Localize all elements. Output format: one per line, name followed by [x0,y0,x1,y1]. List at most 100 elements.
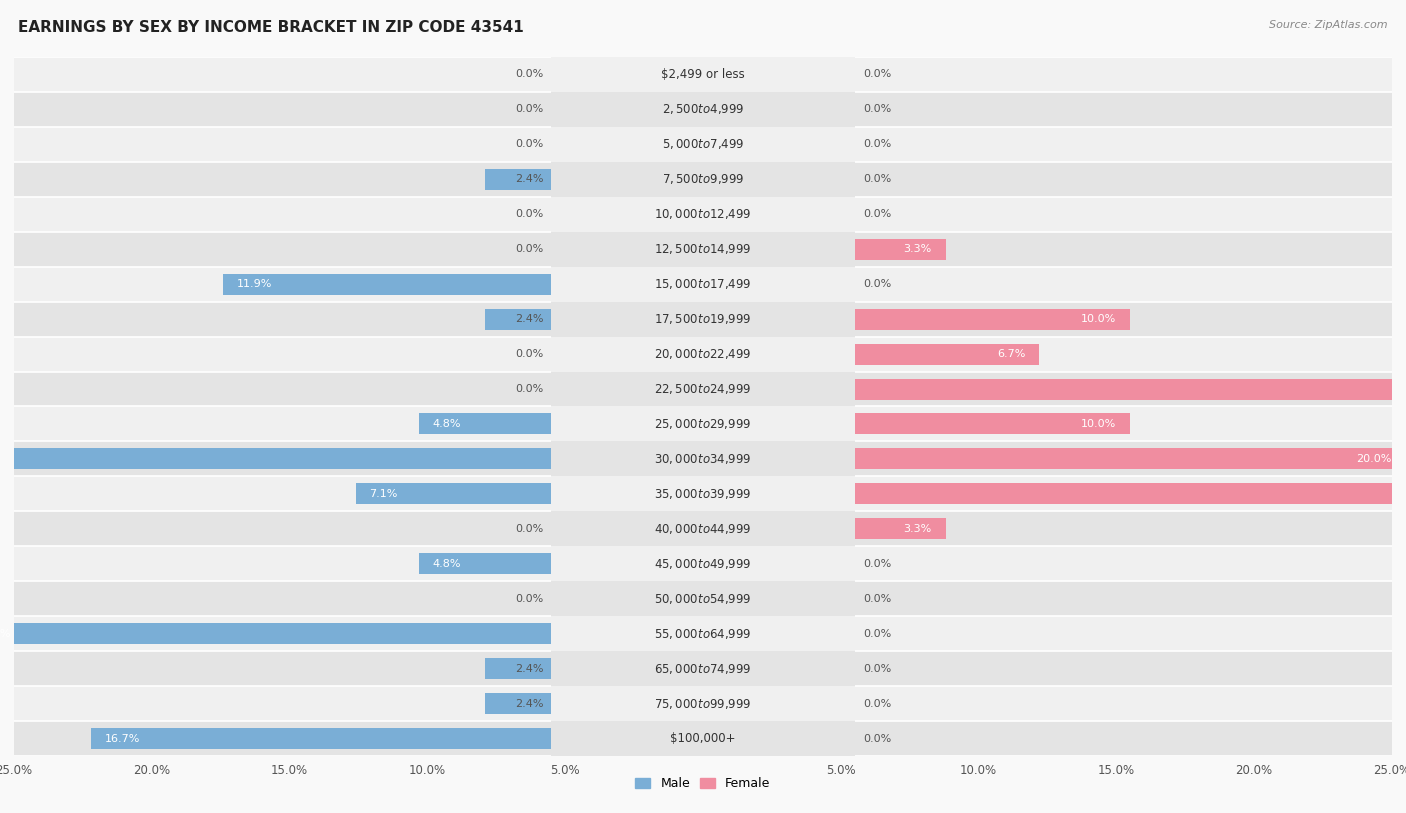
Bar [551,476,855,511]
Bar [551,337,855,372]
Text: 0.0%: 0.0% [515,593,543,604]
Legend: Male, Female: Male, Female [630,772,776,795]
Text: $15,000 to $17,499: $15,000 to $17,499 [654,277,752,291]
Bar [224,274,551,294]
Text: 0.0%: 0.0% [863,139,891,150]
Bar [14,686,1392,721]
Bar [551,92,855,127]
Text: $22,500 to $24,999: $22,500 to $24,999 [654,382,752,396]
Bar [485,309,551,329]
Text: $12,500 to $14,999: $12,500 to $14,999 [654,242,752,256]
Text: 3.3%: 3.3% [904,524,932,534]
Text: 0.0%: 0.0% [515,69,543,80]
Bar [551,441,855,476]
Text: $25,000 to $29,999: $25,000 to $29,999 [654,417,752,431]
Text: 0.0%: 0.0% [863,279,891,289]
Bar [14,721,1392,756]
Text: 0.0%: 0.0% [515,349,543,359]
Text: 0.0%: 0.0% [515,384,543,394]
Text: 0.0%: 0.0% [863,663,891,674]
Text: $35,000 to $39,999: $35,000 to $39,999 [654,487,752,501]
Bar [551,721,855,756]
Bar [855,344,1039,364]
Bar [14,57,1392,92]
Text: $17,500 to $19,999: $17,500 to $19,999 [654,312,752,326]
Text: $2,499 or less: $2,499 or less [661,68,745,80]
Bar [855,449,1406,469]
Bar [855,309,1130,329]
Bar [91,728,551,749]
Bar [855,519,945,539]
Bar [485,169,551,189]
Text: 0.0%: 0.0% [515,209,543,220]
Bar [551,162,855,197]
Bar [551,232,855,267]
Text: 21.4%: 21.4% [0,628,11,639]
Bar [551,581,855,616]
Text: 0.0%: 0.0% [515,104,543,115]
Bar [14,546,1392,581]
Bar [14,441,1392,476]
Text: $40,000 to $44,999: $40,000 to $44,999 [654,522,752,536]
Text: 0.0%: 0.0% [863,593,891,604]
Bar [14,476,1392,511]
Text: 20.0%: 20.0% [1357,454,1392,464]
Text: 10.0%: 10.0% [1081,419,1116,429]
Text: 0.0%: 0.0% [863,209,891,220]
Bar [551,616,855,651]
Text: 0.0%: 0.0% [863,174,891,185]
Bar [551,406,855,441]
Text: 4.8%: 4.8% [433,559,461,569]
Bar [14,511,1392,546]
Bar [855,239,945,259]
Text: 0.0%: 0.0% [863,69,891,80]
Text: 2.4%: 2.4% [515,314,543,324]
Bar [14,232,1392,267]
Bar [14,162,1392,197]
Text: $2,500 to $4,999: $2,500 to $4,999 [662,102,744,116]
Bar [551,127,855,162]
Text: 0.0%: 0.0% [863,698,891,709]
Bar [14,302,1392,337]
Text: 6.7%: 6.7% [997,349,1025,359]
Text: $30,000 to $34,999: $30,000 to $34,999 [654,452,752,466]
Text: 0.0%: 0.0% [863,104,891,115]
Text: 2.4%: 2.4% [515,698,543,709]
Bar [551,372,855,406]
Bar [551,546,855,581]
Text: $100,000+: $100,000+ [671,733,735,745]
Bar [14,372,1392,406]
Bar [855,414,1130,434]
Bar [14,92,1392,127]
Bar [14,197,1392,232]
Text: Source: ZipAtlas.com: Source: ZipAtlas.com [1270,20,1388,30]
Text: 10.0%: 10.0% [1081,314,1116,324]
Bar [356,484,551,504]
Text: 16.7%: 16.7% [105,733,141,744]
Bar [551,302,855,337]
Text: $10,000 to $12,499: $10,000 to $12,499 [654,207,752,221]
Bar [551,651,855,686]
Text: $20,000 to $22,499: $20,000 to $22,499 [654,347,752,361]
Text: $50,000 to $54,999: $50,000 to $54,999 [654,592,752,606]
Bar [551,57,855,92]
Bar [551,511,855,546]
Bar [14,267,1392,302]
Text: 3.3%: 3.3% [904,244,932,254]
Bar [14,337,1392,372]
Bar [485,659,551,679]
Bar [14,616,1392,651]
Text: 0.0%: 0.0% [515,244,543,254]
Text: 0.0%: 0.0% [515,139,543,150]
Bar [855,484,1406,504]
Text: $55,000 to $64,999: $55,000 to $64,999 [654,627,752,641]
Text: 11.9%: 11.9% [238,279,273,289]
Text: 4.8%: 4.8% [433,419,461,429]
Bar [485,693,551,714]
Bar [14,651,1392,686]
Text: 2.4%: 2.4% [515,663,543,674]
Bar [551,197,855,232]
Text: $7,500 to $9,999: $7,500 to $9,999 [662,172,744,186]
Text: $5,000 to $7,499: $5,000 to $7,499 [662,137,744,151]
Text: 0.0%: 0.0% [863,628,891,639]
